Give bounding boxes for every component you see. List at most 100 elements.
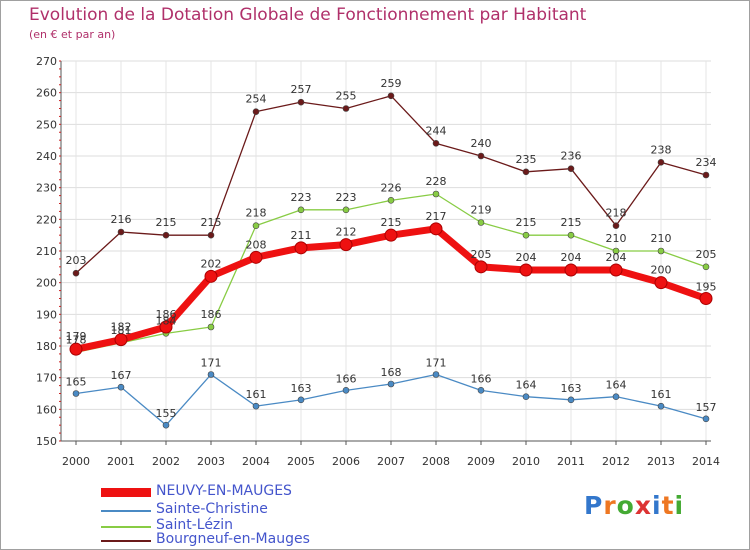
data-point (699, 292, 713, 305)
x-tick-label: 2001 (107, 455, 135, 468)
data-point (522, 231, 530, 239)
data-point (162, 231, 170, 239)
x-tick-label: 2007 (377, 455, 405, 468)
data-point (519, 263, 533, 277)
data-label: 204 (606, 251, 627, 264)
x-tick-label: 2010 (512, 455, 540, 468)
data-point (522, 393, 530, 400)
data-point (657, 159, 665, 166)
chart-subtitle: (en € et par an) (29, 28, 116, 41)
data-point (117, 228, 125, 236)
data-label: 186 (156, 308, 177, 321)
data-label: 184 (156, 314, 177, 327)
legend-item-bourgneuf: Bourgneuf-en-Mauges (101, 531, 381, 549)
data-point (72, 390, 80, 397)
data-label: 204 (516, 251, 537, 264)
legend-swatch-neuvy (101, 488, 151, 497)
data-point (342, 105, 350, 112)
legend-swatch-saint-lezin (101, 526, 151, 528)
y-tick-label: 230 (36, 182, 57, 195)
data-point (612, 222, 620, 229)
data-label: 215 (381, 216, 402, 229)
data-label: 195 (696, 281, 717, 294)
data-label: 228 (426, 175, 447, 188)
data-point (612, 247, 620, 255)
data-label: 219 (471, 204, 492, 217)
data-label: 204 (561, 251, 582, 264)
data-label: 161 (651, 388, 672, 401)
data-point (609, 263, 623, 277)
data-label: 164 (516, 379, 537, 392)
x-tick-label: 2003 (197, 455, 225, 468)
data-label: 168 (381, 366, 402, 379)
y-tick-label: 200 (36, 277, 57, 290)
data-point (567, 231, 575, 239)
data-point (432, 190, 440, 198)
data-point (294, 241, 308, 255)
data-label: 166 (336, 372, 357, 385)
data-point (342, 206, 350, 214)
data-label: 238 (651, 143, 672, 156)
data-point (207, 231, 215, 239)
legend-label-bourgneuf: Bourgneuf-en-Mauges (156, 531, 310, 547)
legend-item-neuvy: NEUVY-EN-MAUGES (101, 483, 381, 501)
data-label: 235 (516, 153, 537, 166)
x-tick-label: 2011 (557, 455, 585, 468)
data-point (657, 247, 665, 255)
x-tick-label: 2006 (332, 455, 360, 468)
chart-title: Evolution de la Dotation Globale de Fonc… (29, 5, 587, 25)
data-label: 244 (426, 124, 447, 137)
data-label: 167 (111, 369, 132, 382)
x-tick-label: 2009 (467, 455, 495, 468)
y-tick-label: 180 (36, 340, 57, 353)
y-tick-label: 250 (36, 118, 57, 131)
data-label: 218 (246, 207, 267, 220)
data-point (342, 387, 350, 394)
data-label: 166 (471, 372, 492, 385)
data-label: 179 (66, 330, 87, 343)
data-point (207, 323, 215, 331)
data-label: 215 (561, 216, 582, 229)
legend-item-saint-lezin: Saint-Lézin (101, 517, 381, 535)
y-tick-label: 170 (36, 372, 57, 385)
proxiti-logo: Proxiti (584, 491, 685, 520)
data-label: 205 (471, 248, 492, 261)
data-point (432, 371, 440, 378)
x-tick-label: 2013 (647, 455, 675, 468)
data-point (252, 222, 260, 229)
data-point (702, 171, 710, 179)
data-label: 255 (336, 90, 357, 103)
data-label: 216 (111, 213, 132, 226)
x-tick-label: 2014 (692, 455, 720, 468)
legend-item-sainte-christine: Sainte-Christine (101, 501, 381, 519)
data-label: 171 (201, 357, 222, 370)
x-tick-label: 2008 (422, 455, 450, 468)
data-label: 215 (156, 216, 177, 229)
data-label: 178 (66, 333, 87, 346)
data-point (387, 380, 395, 388)
data-label: 223 (291, 191, 312, 204)
legend-swatch-bourgneuf (101, 540, 151, 542)
data-point (522, 168, 530, 176)
y-tick-label: 220 (36, 213, 57, 226)
data-label: 203 (66, 254, 87, 267)
data-point (339, 238, 353, 252)
data-label: 200 (651, 264, 672, 277)
data-label: 210 (606, 232, 627, 245)
data-point (297, 206, 305, 214)
data-point (564, 263, 578, 277)
data-point (702, 415, 710, 423)
data-label: 155 (156, 407, 177, 420)
data-label: 223 (336, 191, 357, 204)
data-point (429, 222, 443, 236)
data-point (612, 393, 620, 400)
data-label: 202 (201, 257, 222, 270)
y-tick-label: 150 (36, 435, 57, 448)
data-label: 157 (696, 401, 717, 414)
data-point (69, 342, 83, 356)
data-point (117, 383, 125, 391)
data-label: 165 (66, 376, 87, 389)
x-tick-label: 2004 (242, 455, 270, 468)
data-label: 257 (291, 83, 312, 96)
